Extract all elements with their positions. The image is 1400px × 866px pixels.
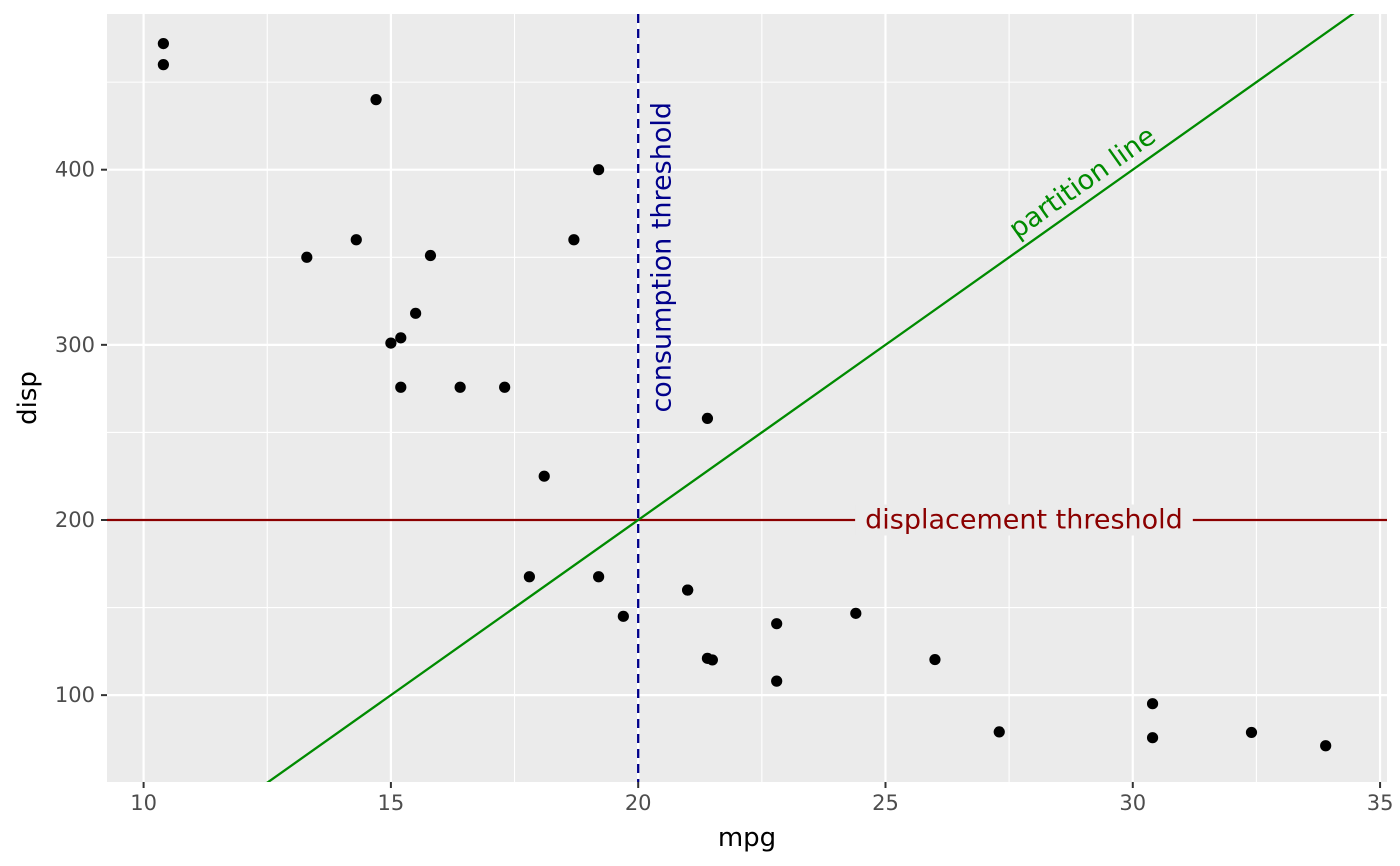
displacement-threshold-label: displacement threshold	[865, 504, 1183, 535]
data-point	[370, 94, 382, 106]
y-tick-label: 100	[55, 683, 95, 707]
y-tick-label: 200	[55, 508, 95, 532]
data-point	[701, 412, 714, 425]
y-axis-title: disp	[13, 371, 43, 425]
minor-gridlines	[107, 14, 1387, 782]
data-point	[385, 337, 397, 349]
data-point	[850, 607, 862, 619]
data-point	[993, 726, 1005, 738]
data-point	[499, 381, 511, 393]
data-point	[568, 234, 580, 246]
data-point	[523, 571, 535, 583]
y-tick-label: 300	[55, 333, 95, 357]
x-tick-label: 10	[130, 791, 157, 815]
partition-line	[266, 14, 1355, 782]
data-point	[395, 332, 407, 344]
x-axis: 10 15 20 25 30 35	[130, 782, 1393, 815]
consumption-threshold-label: consumption threshold	[647, 102, 678, 413]
data-point	[395, 381, 407, 393]
x-tick-label: 20	[625, 791, 652, 815]
x-axis-title: mpg	[718, 823, 776, 853]
data-point	[424, 249, 437, 262]
data-point	[350, 234, 362, 246]
data-point	[593, 571, 605, 583]
data-point	[617, 610, 629, 622]
plot-panel	[107, 14, 1387, 782]
x-tick-label: 30	[1119, 791, 1146, 815]
data-point	[682, 584, 694, 596]
data-point	[454, 381, 466, 393]
y-tick-label: 400	[55, 158, 95, 182]
data-point	[701, 652, 714, 664]
data-point	[771, 675, 783, 687]
y-axis: 100 200 300 400	[55, 158, 107, 707]
x-tick-label: 25	[872, 791, 899, 815]
displacement-threshold-label-background	[855, 504, 1193, 536]
data-point	[538, 470, 550, 482]
data-points	[157, 37, 1332, 752]
data-point	[410, 307, 422, 319]
data-point	[593, 164, 605, 176]
data-point	[1320, 740, 1332, 752]
data-point	[157, 59, 169, 71]
data-point	[1245, 726, 1258, 739]
data-point	[771, 618, 783, 630]
data-point	[1146, 732, 1159, 744]
data-point	[1146, 698, 1159, 710]
x-tick-label: 15	[378, 791, 405, 815]
data-point	[929, 653, 941, 666]
x-tick-label: 35	[1367, 791, 1394, 815]
data-point	[301, 251, 313, 263]
data-point	[157, 37, 169, 50]
